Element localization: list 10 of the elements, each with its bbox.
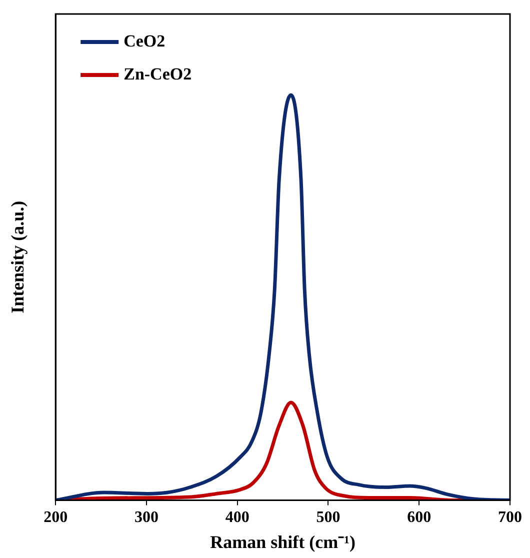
y-axis-title: Intensity (a.u.) bbox=[7, 200, 28, 314]
legend-label: CeO2 bbox=[124, 31, 166, 50]
legend-label: Zn-CeO2 bbox=[124, 64, 192, 84]
x-tick-label: 300 bbox=[134, 508, 158, 526]
x-axis-title: Raman shift (cm⁻¹) bbox=[210, 532, 356, 552]
x-tick-label: 500 bbox=[316, 508, 340, 526]
x-tick-label: 200 bbox=[44, 508, 68, 526]
x-tick-label: 600 bbox=[407, 508, 432, 526]
x-tick-label: 400 bbox=[225, 508, 250, 526]
x-tick-label: 700 bbox=[498, 508, 522, 526]
